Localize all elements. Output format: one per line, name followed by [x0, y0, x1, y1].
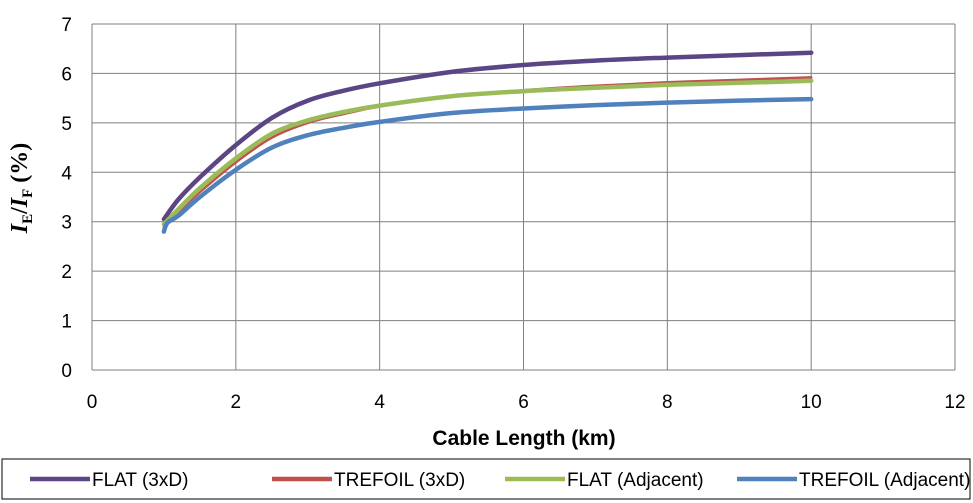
y-axis-title-main-2: I [7, 196, 33, 208]
y-tick-label: 4 [61, 163, 72, 184]
legend-label-1: FLAT (3xD) [92, 470, 188, 491]
y-tick-label: 6 [61, 64, 72, 85]
y-axis-title-slash: / [7, 207, 33, 215]
series-lines [161, 50, 814, 234]
y-tick-label: 1 [61, 312, 72, 333]
x-tick-label: 6 [518, 392, 529, 413]
y-tick-label: 5 [61, 114, 72, 135]
y-axis-title: IE/IF (%) [7, 143, 36, 235]
y-tick-labels: 0 1 2 3 4 5 6 7 [61, 15, 72, 382]
x-tick-label: 10 [801, 392, 822, 413]
y-axis-title-unit: (%) [7, 143, 33, 189]
series-line-4 [161, 96, 814, 234]
series-line-1 [161, 50, 814, 222]
x-tick-label: 4 [374, 392, 385, 413]
x-tick-label: 8 [662, 392, 673, 413]
legend-box [1, 458, 971, 500]
gridlines [91, 23, 956, 371]
y-tick-label: 0 [61, 361, 72, 382]
legend-label-2: TREFOIL (3xD) [334, 470, 465, 491]
x-tick-label: 0 [87, 392, 98, 413]
y-tick-label: 3 [61, 213, 72, 234]
legend-label-3: FLAT (Adjacent) [567, 470, 704, 491]
x-tick-labels: 0 2 4 6 8 10 12 [87, 392, 966, 413]
legend-label-4: TREFOIL (Adjacent) [799, 470, 970, 491]
x-axis-title: Cable Length (km) [432, 427, 615, 450]
y-axis-title-sub-1: E [20, 214, 36, 224]
y-tick-label: 7 [61, 15, 72, 36]
y-axis-title-sub-2: F [20, 189, 36, 198]
y-axis-title-main-1: I [7, 222, 33, 234]
x-tick-label: 2 [231, 392, 242, 413]
series-line-3 [161, 78, 814, 227]
y-tick-label: 2 [61, 262, 72, 283]
legend: FLAT (3xD) TREFOIL (3xD) FLAT (Adjacent) TR… [30, 470, 970, 491]
x-tick-label: 12 [944, 392, 965, 413]
